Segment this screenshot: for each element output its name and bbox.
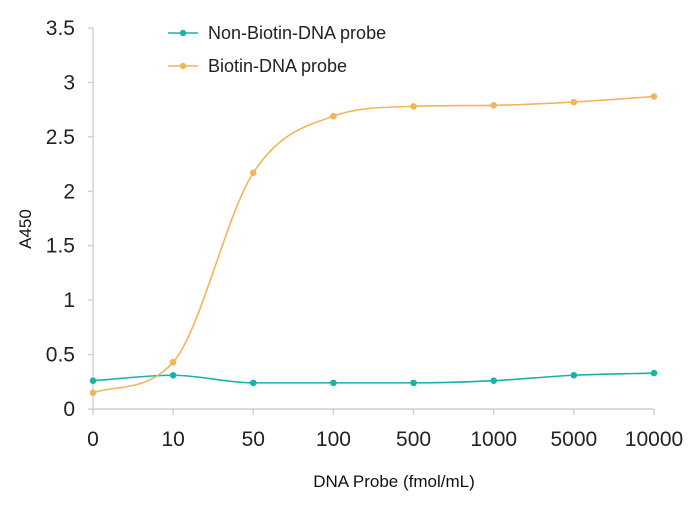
x-tick-group: 0 10 50 100 500 1000 5000 10000 (87, 409, 683, 451)
series-1 (89, 93, 658, 396)
x-tick-label: 10 (161, 428, 184, 451)
y-axis-title: A450 (16, 209, 35, 249)
series-line (92, 372, 655, 384)
legend-label-non-biotin: Non-Biotin-DNA probe (208, 23, 386, 43)
x-tick-label: 500 (396, 428, 431, 451)
series-layer (89, 93, 658, 396)
data-point (570, 371, 578, 379)
y-tick-label: 1 (63, 289, 75, 312)
y-tick-label: 3 (63, 71, 75, 94)
y-tick-label: 3.5 (46, 17, 75, 40)
data-point (249, 169, 257, 177)
x-tick-label: 5000 (550, 428, 597, 451)
data-point (650, 369, 658, 377)
data-point (249, 379, 257, 387)
x-tick-label: 0 (87, 428, 99, 451)
legend: Non-Biotin-DNA probe Biotin-DNA probe (168, 23, 386, 76)
x-axis-title: DNA Probe (fmol/mL) (313, 472, 475, 491)
x-tick-label: 50 (242, 428, 265, 451)
y-tick-label: 1.5 (46, 235, 75, 258)
data-point (490, 377, 498, 384)
legend-item-non-biotin: Non-Biotin-DNA probe (168, 23, 386, 43)
data-point (330, 379, 337, 387)
y-tick-label: 2.5 (46, 126, 75, 149)
legend-label-biotin: Biotin-DNA probe (208, 56, 347, 76)
x-tick-label: 10000 (625, 428, 683, 451)
data-point (410, 103, 417, 110)
legend-marker-non-biotin (179, 29, 187, 37)
data-point (410, 379, 417, 387)
data-point (330, 112, 337, 120)
chart-axes (92, 28, 654, 410)
y-tick-group: 0 0.5 1 1.5 2 2.5 3 3.5 (46, 17, 93, 421)
data-point (169, 358, 177, 366)
data-point (650, 93, 658, 100)
legend-marker-biotin (179, 62, 187, 70)
series-line (92, 95, 655, 394)
series-0 (89, 369, 658, 387)
data-point (490, 101, 498, 109)
y-tick-label: 0 (63, 398, 75, 421)
y-tick-label: 2 (63, 180, 75, 203)
x-tick-label: 100 (316, 428, 351, 451)
data-point (89, 377, 97, 384)
data-point (169, 371, 177, 379)
x-tick-label: 1000 (470, 428, 517, 451)
data-point (570, 98, 578, 106)
y-tick-label: 0.5 (46, 344, 75, 367)
legend-item-biotin: Biotin-DNA probe (168, 56, 347, 76)
data-point (89, 389, 97, 396)
